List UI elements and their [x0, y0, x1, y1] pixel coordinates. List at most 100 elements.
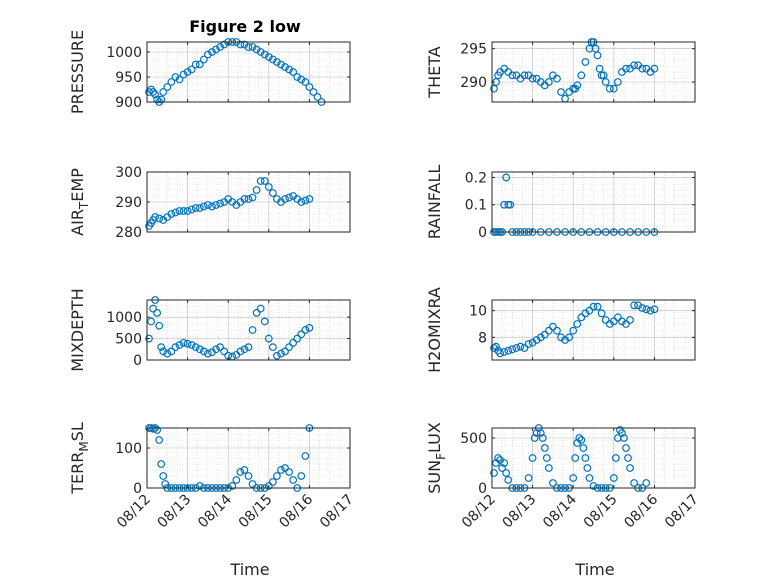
- data-point: [285, 468, 294, 476]
- subplot-h2omixra: 8 10 H2OMIXRA: [425, 287, 696, 373]
- data-point: [179, 338, 188, 347]
- data-point: [490, 469, 498, 477]
- y-tick-label: 290: [115, 195, 142, 211]
- y-tick-label: 1000: [106, 45, 142, 61]
- data-point: [289, 476, 298, 484]
- data-point: [191, 343, 200, 352]
- data-point: [153, 426, 162, 434]
- data-point: [591, 44, 600, 53]
- data-point: [520, 344, 529, 352]
- data-point: [248, 43, 257, 51]
- data-point: [589, 482, 598, 490]
- data-point: [212, 345, 220, 354]
- data-point: [601, 316, 610, 324]
- axes-box: [146, 427, 351, 489]
- data-point: [492, 342, 500, 351]
- data-point: [244, 472, 253, 480]
- data-point: [524, 340, 533, 348]
- data-point: [167, 347, 176, 356]
- data-point: [289, 68, 298, 76]
- data-point: [557, 88, 565, 96]
- data-point: [147, 317, 155, 326]
- data-point: [575, 434, 584, 442]
- data-point: [553, 326, 561, 335]
- data-point: [569, 326, 578, 335]
- data-point: [301, 78, 310, 86]
- series-markers: [145, 177, 314, 230]
- data-point: [248, 193, 257, 202]
- data-point: [281, 464, 289, 472]
- data-point: [297, 75, 306, 84]
- series-markers: [490, 38, 659, 103]
- y-tick-label: 950: [115, 70, 142, 86]
- y-axis-label: PRESSURE: [68, 30, 87, 114]
- data-point: [216, 43, 224, 51]
- data-point: [212, 201, 220, 209]
- data-point: [187, 65, 196, 74]
- data-point: [175, 75, 184, 84]
- axes-box: [491, 299, 696, 361]
- y-axis-label: SUNFLUX: [425, 422, 448, 494]
- data-point: [630, 301, 638, 310]
- data-point: [167, 78, 176, 86]
- data-point: [593, 302, 602, 311]
- data-point: [161, 480, 170, 488]
- data-point: [151, 90, 160, 99]
- data-point: [268, 55, 277, 64]
- data-point: [638, 304, 647, 312]
- data-point: [277, 466, 285, 474]
- data-point: [187, 205, 196, 214]
- data-point: [228, 482, 237, 490]
- data-point: [496, 349, 505, 358]
- data-point: [595, 64, 604, 73]
- data-point: [626, 316, 634, 324]
- y-axis-label: H2OMIXRA: [425, 287, 444, 373]
- data-point: [504, 346, 513, 355]
- data-point: [157, 95, 166, 104]
- data-point: [589, 302, 598, 311]
- axes-box: [146, 41, 351, 103]
- data-point: [163, 83, 172, 91]
- data-point: [573, 320, 582, 328]
- data-point: [240, 466, 249, 474]
- y-tick-label: 300: [115, 165, 142, 181]
- subplot-theta: 290 295 THETA: [425, 38, 696, 103]
- data-point: [581, 58, 590, 66]
- data-point: [613, 78, 622, 86]
- data-point: [248, 480, 257, 488]
- data-point: [630, 61, 638, 70]
- data-point: [277, 349, 285, 358]
- data-point: [650, 64, 659, 73]
- data-point: [236, 40, 245, 49]
- data-point: [199, 55, 208, 64]
- data-point: [577, 436, 586, 444]
- data-point: [508, 71, 517, 80]
- grid: [146, 41, 351, 103]
- data-point: [155, 214, 164, 223]
- data-point: [236, 347, 245, 356]
- data-point: [597, 309, 606, 318]
- data-point: [232, 476, 241, 484]
- data-point: [264, 334, 273, 343]
- data-point: [599, 71, 608, 80]
- data-point: [240, 195, 249, 203]
- data-point: [268, 189, 277, 197]
- data-point: [228, 352, 237, 361]
- data-point: [191, 204, 200, 212]
- series-markers: [145, 424, 314, 492]
- data-point: [512, 344, 521, 352]
- data-point: [199, 202, 208, 211]
- data-point: [252, 45, 261, 54]
- data-point: [605, 84, 614, 93]
- data-point: [585, 306, 594, 315]
- data-point: [297, 198, 306, 206]
- data-point: [268, 478, 277, 486]
- data-point: [532, 429, 541, 437]
- data-point: [611, 454, 620, 462]
- data-point: [183, 68, 192, 76]
- y-axis-label: TERRMSL: [68, 422, 91, 495]
- data-point: [549, 479, 557, 487]
- data-point: [281, 195, 289, 203]
- data-point: [569, 474, 578, 482]
